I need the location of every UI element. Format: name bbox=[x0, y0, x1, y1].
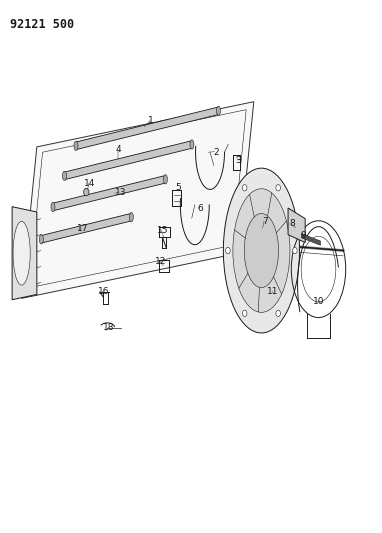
Ellipse shape bbox=[129, 213, 133, 222]
Ellipse shape bbox=[51, 203, 55, 212]
Text: 15: 15 bbox=[157, 226, 168, 235]
Text: 10: 10 bbox=[313, 296, 324, 305]
Text: 2: 2 bbox=[213, 148, 219, 157]
Text: 5: 5 bbox=[175, 183, 181, 192]
Text: 92121 500: 92121 500 bbox=[10, 18, 74, 31]
Text: 13: 13 bbox=[115, 188, 126, 197]
Text: 11: 11 bbox=[267, 287, 278, 296]
Circle shape bbox=[243, 310, 247, 317]
Circle shape bbox=[276, 184, 280, 191]
Text: 4: 4 bbox=[116, 145, 121, 154]
Polygon shape bbox=[41, 214, 132, 243]
Circle shape bbox=[84, 188, 89, 196]
Text: 16: 16 bbox=[98, 287, 109, 296]
Ellipse shape bbox=[63, 171, 66, 181]
Polygon shape bbox=[22, 102, 254, 298]
Ellipse shape bbox=[190, 140, 194, 149]
Text: 17: 17 bbox=[77, 224, 88, 233]
Text: 18: 18 bbox=[104, 323, 115, 332]
Polygon shape bbox=[76, 107, 219, 149]
Ellipse shape bbox=[163, 175, 167, 184]
Text: 6: 6 bbox=[197, 204, 203, 213]
Text: 8: 8 bbox=[289, 220, 295, 229]
Circle shape bbox=[226, 247, 230, 254]
Ellipse shape bbox=[39, 235, 43, 244]
Circle shape bbox=[243, 184, 247, 191]
Circle shape bbox=[293, 247, 297, 254]
Ellipse shape bbox=[74, 141, 78, 150]
Polygon shape bbox=[64, 141, 193, 180]
Ellipse shape bbox=[223, 168, 299, 333]
Ellipse shape bbox=[244, 214, 278, 288]
Ellipse shape bbox=[13, 221, 30, 285]
Ellipse shape bbox=[217, 106, 220, 115]
Polygon shape bbox=[12, 207, 37, 300]
Polygon shape bbox=[288, 208, 305, 243]
Polygon shape bbox=[301, 233, 320, 245]
Text: 7: 7 bbox=[262, 217, 268, 226]
Circle shape bbox=[276, 310, 280, 317]
Ellipse shape bbox=[233, 189, 290, 312]
Text: 14: 14 bbox=[84, 179, 96, 188]
Text: 3: 3 bbox=[236, 156, 241, 165]
Polygon shape bbox=[52, 176, 166, 211]
Text: 12: 12 bbox=[155, 257, 166, 265]
Text: 1: 1 bbox=[148, 116, 154, 125]
Text: 9: 9 bbox=[300, 231, 306, 240]
